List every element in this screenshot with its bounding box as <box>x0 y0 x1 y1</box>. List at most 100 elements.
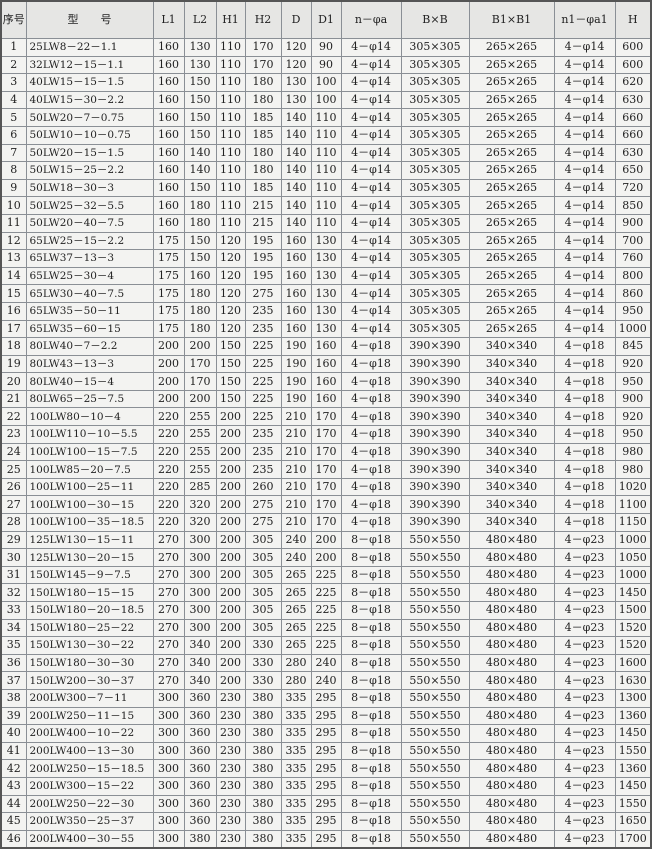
cell-b1xb1: 265×265 <box>468 143 555 163</box>
cell-model: 50LW18－30－3 <box>25 178 154 198</box>
cell-h2: 185 <box>244 125 282 145</box>
cell-h: 1000 <box>614 530 652 550</box>
cell-index: 21 <box>0 389 27 409</box>
cell-b1xb1: 340×340 <box>468 460 555 479</box>
cell-n1-phi-a1: 4－φ23 <box>553 829 616 849</box>
cell-d1: 110 <box>310 125 342 145</box>
cell-b1xb1: 480×480 <box>468 724 555 743</box>
cell-d1: 295 <box>310 776 342 796</box>
cell-model: 125LW130－20－15 <box>25 548 154 567</box>
cell-h2: 380 <box>244 688 282 708</box>
cell-b1xb1: 340×340 <box>468 354 555 374</box>
cell-b1xb1: 340×340 <box>468 513 555 532</box>
cell-index: 26 <box>0 477 27 497</box>
cell-b1xb1: 265×265 <box>468 196 555 215</box>
cell-h2: 380 <box>244 812 282 831</box>
cell-b1xb1: 265×265 <box>468 38 555 57</box>
cell-h2: 170 <box>244 38 282 57</box>
cell-n-phi-a: 4－φ18 <box>340 460 402 479</box>
cell-l1: 160 <box>152 55 185 75</box>
cell-n-phi-a: 4－φ14 <box>340 301 402 321</box>
cell-index: 19 <box>0 354 27 374</box>
table-row: 38 200LW300－7－11 300 360 230 380 335 295 8－φ18 55… <box>0 688 652 708</box>
cell-d1: 130 <box>310 301 342 321</box>
cell-h2: 225 <box>244 337 282 356</box>
cell-l1: 160 <box>152 178 185 198</box>
cell-bxb: 305×305 <box>400 249 470 268</box>
table-row: 40 200LW400－10－22 300 360 230 380 335 295 8－φ18 5… <box>0 724 652 743</box>
cell-h: 660 <box>614 125 652 145</box>
cell-bxb: 550×550 <box>400 706 470 726</box>
cell-l1: 220 <box>152 442 185 462</box>
cell-n-phi-a: 4－φ18 <box>340 513 402 532</box>
cell-l2: 360 <box>183 812 217 831</box>
cell-h1: 230 <box>215 759 246 778</box>
cell-index: 17 <box>0 319 27 339</box>
cell-b1xb1: 480×480 <box>468 618 555 638</box>
cell-h1: 110 <box>215 55 246 75</box>
cell-h2: 380 <box>244 829 282 849</box>
cell-model: 80LW40－15－4 <box>25 372 154 391</box>
cell-n1-phi-a1: 4－φ18 <box>553 407 616 427</box>
cell-bxb: 550×550 <box>400 548 470 567</box>
cell-n1-phi-a1: 4－φ14 <box>553 213 616 233</box>
cell-b1xb1: 480×480 <box>468 530 555 550</box>
table-row: 21 80LW65－25－7.5 200 200 150 225 190 160 4－φ18 39… <box>0 389 652 409</box>
cell-d: 130 <box>280 90 312 110</box>
cell-n1-phi-a1: 4－φ14 <box>553 231 616 251</box>
cell-n1-phi-a1: 4－φ14 <box>553 161 616 180</box>
cell-d1: 295 <box>310 724 342 743</box>
cell-l1: 270 <box>152 565 185 585</box>
cell-n-phi-a: 8－φ18 <box>340 548 402 567</box>
cell-model: 200LW350－25－37 <box>25 812 154 831</box>
cell-l1: 270 <box>152 618 185 638</box>
cell-model: 80LW40－7－2.2 <box>25 337 154 356</box>
cell-n-phi-a: 4－φ14 <box>340 319 402 339</box>
cell-bxb: 550×550 <box>400 776 470 796</box>
cell-n-phi-a: 4－φ14 <box>340 55 402 75</box>
cell-h2: 235 <box>244 425 282 444</box>
cell-n-phi-a: 8－φ18 <box>340 759 402 778</box>
cell-l1: 160 <box>152 125 185 145</box>
cell-d1: 110 <box>310 213 342 233</box>
cell-model: 200LW400－13－30 <box>25 741 154 761</box>
cell-n-phi-a: 8－φ18 <box>340 618 402 638</box>
cell-h: 860 <box>614 284 652 303</box>
cell-index: 35 <box>0 636 27 655</box>
cell-d: 280 <box>280 653 312 673</box>
cell-n1-phi-a1: 4－φ23 <box>553 636 616 655</box>
cell-l1: 270 <box>152 636 185 655</box>
cell-l1: 175 <box>152 266 185 286</box>
cell-h1: 200 <box>215 548 246 567</box>
cell-h: 1650 <box>614 812 652 831</box>
cell-d1: 225 <box>310 601 342 620</box>
cell-d1: 225 <box>310 618 342 638</box>
cell-h: 920 <box>614 354 652 374</box>
cell-n1-phi-a1: 4－φ23 <box>553 618 616 638</box>
cell-n1-phi-a1: 4－φ18 <box>553 425 616 444</box>
cell-bxb: 550×550 <box>400 794 470 814</box>
cell-h2: 215 <box>244 196 282 215</box>
cell-h1: 150 <box>215 389 246 409</box>
cell-bxb: 305×305 <box>400 55 470 75</box>
cell-index: 32 <box>0 583 27 602</box>
cell-b1xb1: 265×265 <box>468 213 555 233</box>
cell-d: 265 <box>280 636 312 655</box>
cell-h2: 225 <box>244 372 282 391</box>
cell-h2: 195 <box>244 231 282 251</box>
cell-d1: 295 <box>310 794 342 814</box>
table-row: 15 65LW30－40－7.5 175 180 120 275 160 130 4－φ14 30… <box>0 284 652 303</box>
cell-l2: 150 <box>183 108 217 127</box>
cell-n1-phi-a1: 4－φ23 <box>553 724 616 743</box>
cell-d: 240 <box>280 530 312 550</box>
cell-l2: 300 <box>183 530 217 550</box>
cell-d1: 240 <box>310 671 342 690</box>
table-row: 41 200LW400－13－30 300 360 230 380 335 295 8－φ18 5… <box>0 741 652 761</box>
cell-model: 65LW35－60－15 <box>25 319 154 339</box>
cell-h1: 150 <box>215 337 246 356</box>
cell-l1: 175 <box>152 231 185 251</box>
cell-h2: 380 <box>244 794 282 814</box>
cell-index: 23 <box>0 425 27 444</box>
cell-n1-phi-a1: 4－φ23 <box>553 601 616 620</box>
cell-n-phi-a: 4－φ18 <box>340 372 402 391</box>
